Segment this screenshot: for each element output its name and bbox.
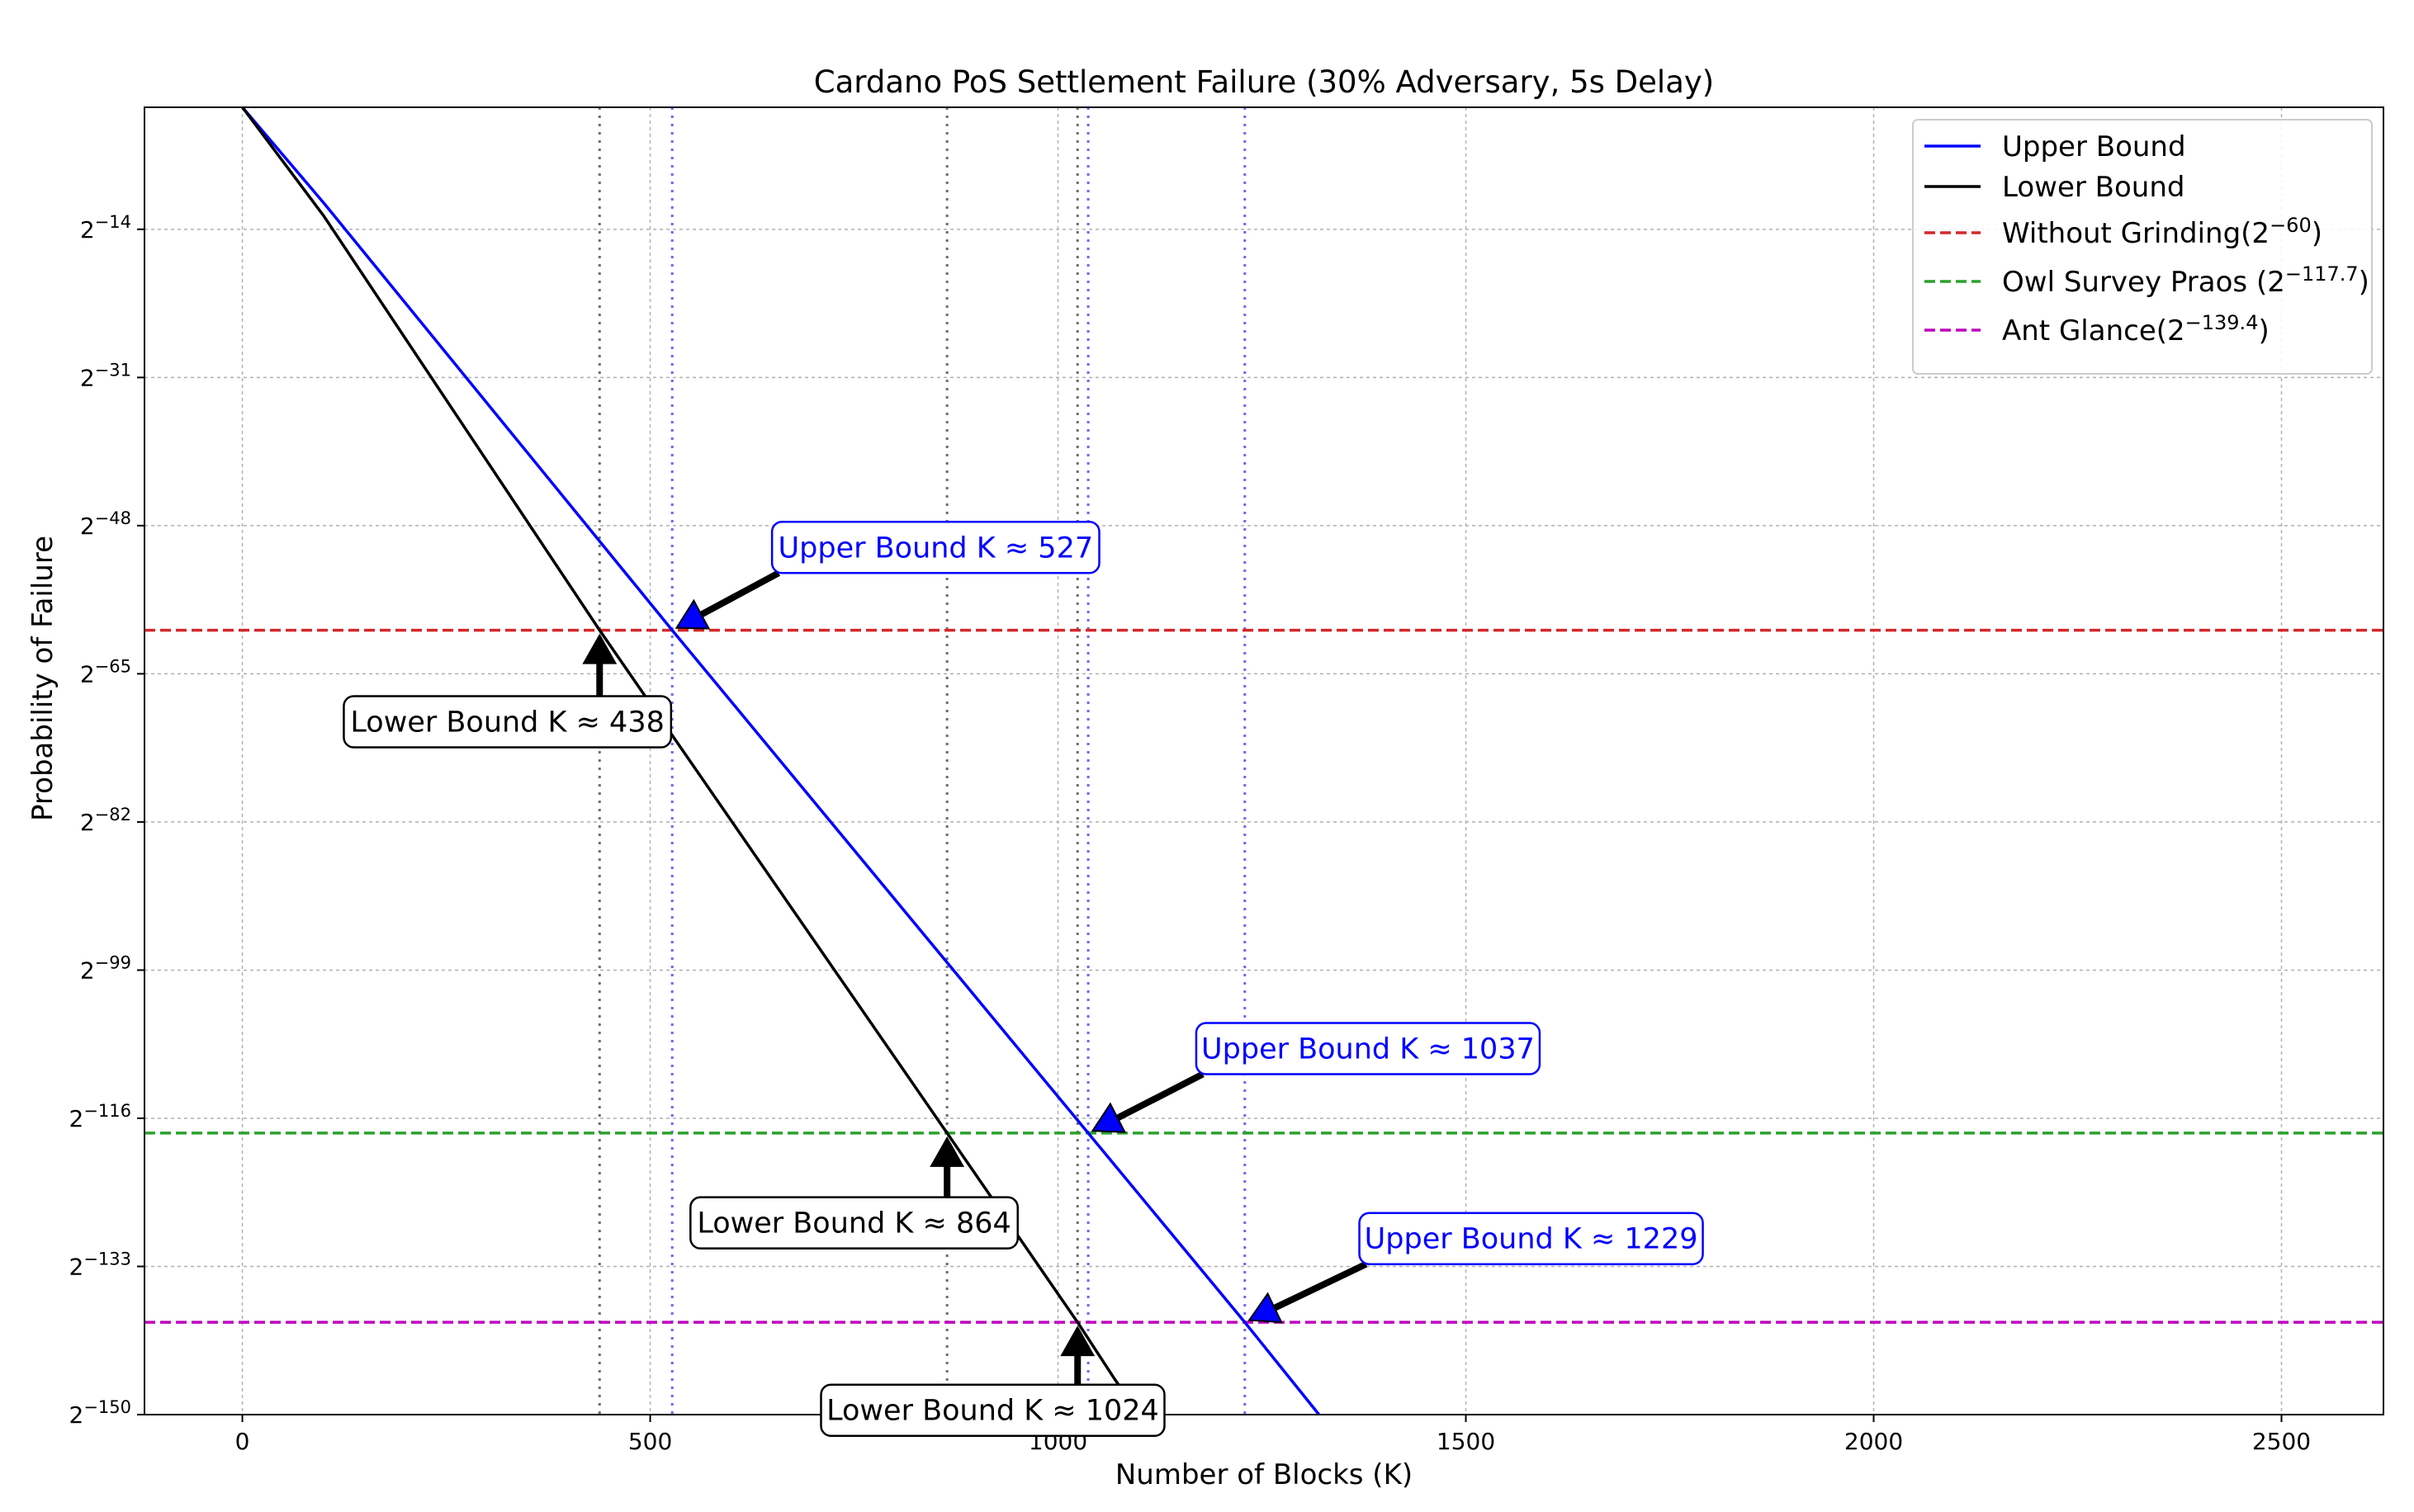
y-tick-label-base: 2 (80, 216, 95, 243)
annotation-box (343, 695, 673, 749)
y-tick-label-exponent: −31 (95, 360, 131, 380)
y-tick-label-base: 2 (80, 957, 95, 984)
annotation-arrow-head (582, 633, 618, 664)
y-axis-label: Probability of Failure (26, 536, 59, 821)
y-tick-label: 2−150 (69, 1397, 131, 1429)
annotation-box (1358, 1212, 1704, 1265)
annotation: Lower Bound K ≈ 1024 (820, 1325, 1166, 1437)
series-line (241, 107, 1321, 1415)
legend-label-name: Without Grinding(2 (2002, 217, 2270, 250)
y-tick-label: 2−31 (80, 360, 131, 391)
annotation-arrow-shaft (1115, 1070, 1205, 1122)
y-tick-label-exponent: −99 (95, 952, 131, 972)
y-tick-label-base: 2 (69, 1105, 83, 1132)
legend-label-close: ) (2258, 314, 2269, 347)
series-line (241, 107, 1141, 1415)
annotation-arrow-shaft (1273, 1261, 1368, 1311)
annotation-box (689, 1196, 1019, 1250)
y-tick-label-exponent: −150 (83, 1397, 131, 1417)
annotation-label: Lower Bound K ≈ 438 (350, 706, 664, 739)
y-tick-label: 2−116 (69, 1101, 131, 1132)
chart-title: Cardano PoS Settlement Failure (30% Adve… (814, 64, 1714, 100)
y-tick-label-exponent: −116 (83, 1101, 131, 1121)
annotation-arrow-head (930, 1136, 965, 1167)
annotation: Upper Bound K ≈ 527 (674, 521, 1100, 630)
y-tick-label-exponent: −65 (95, 656, 131, 676)
annotation-label: Lower Bound K ≈ 1024 (826, 1395, 1159, 1428)
annotation: Upper Bound K ≈ 1037 (1091, 1022, 1541, 1133)
legend-label: Ant Glance(2−139.4) (2002, 311, 2270, 347)
annotation-arrow-head (1060, 1325, 1096, 1357)
y-tick-label-base: 2 (80, 513, 95, 540)
legend-label-close: ) (2312, 217, 2322, 250)
y-tick-label-exponent: −82 (95, 805, 131, 825)
legend-label-exponent: −60 (2270, 214, 2312, 237)
x-axis-label: Number of Blocks (K) (1115, 1458, 1413, 1491)
x-tick-label: 2000 (1844, 1428, 1903, 1455)
annotation-arrow-shaft (699, 569, 781, 618)
legend-label: Owl Survey Praos (2−117.7) (2002, 262, 2369, 299)
annotation-box (770, 521, 1100, 574)
annotation-box (820, 1383, 1166, 1437)
annotation-arrow-head (1247, 1292, 1283, 1324)
y-tick-label: 2−14 (80, 212, 131, 243)
annotation-label: Lower Bound K ≈ 864 (697, 1207, 1011, 1240)
annotation-label: Upper Bound K ≈ 1229 (1365, 1223, 1698, 1256)
annotation-box (1195, 1022, 1541, 1075)
y-tick-label-base: 2 (69, 1401, 83, 1429)
annotation-arrow-head (1091, 1102, 1127, 1133)
legend-label-exponent: −117.7 (2285, 262, 2359, 286)
annotation-arrow-head (674, 598, 711, 630)
y-tick-label: 2−48 (80, 508, 131, 540)
y-tick-label-exponent: −14 (95, 212, 131, 232)
y-tick-label: 2−65 (80, 656, 131, 687)
legend-label: Upper Bound (2002, 130, 2186, 163)
legend-label-close: ) (2359, 266, 2369, 299)
legend-label-name: Owl Survey Praos (2 (2002, 266, 2285, 299)
x-tick-label: 0 (235, 1428, 250, 1455)
annotation-label: Upper Bound K ≈ 527 (779, 532, 1094, 565)
y-tick-label-base: 2 (80, 809, 95, 836)
y-tick-label: 2−133 (69, 1249, 131, 1280)
annotation: Lower Bound K ≈ 864 (689, 1136, 1019, 1250)
legend-label: Lower Bound (2002, 171, 2184, 204)
y-tick-label-exponent: −133 (83, 1249, 131, 1269)
y-tick-label-base: 2 (80, 660, 95, 687)
annotation: Lower Bound K ≈ 438 (343, 633, 673, 749)
plot-frame (144, 106, 2384, 1415)
legend-label-exponent: −139.4 (2185, 311, 2259, 334)
annotation-label: Upper Bound K ≈ 1037 (1201, 1032, 1535, 1065)
legend-label-name: Ant Glance(2 (2002, 314, 2185, 347)
y-tick-label: 2−82 (80, 805, 131, 836)
legend-label: Without Grinding(2−60) (2002, 214, 2322, 250)
y-tick-label-base: 2 (80, 364, 95, 391)
legend-box (1912, 119, 2373, 375)
y-tick-label: 2−99 (80, 952, 131, 984)
y-tick-label-exponent: −48 (95, 508, 131, 528)
annotation: Upper Bound K ≈ 1229 (1247, 1212, 1704, 1324)
y-tick-label-base: 2 (69, 1253, 83, 1280)
x-tick-label: 2500 (2252, 1428, 2311, 1455)
x-tick-label: 1500 (1437, 1428, 1495, 1455)
x-tick-label: 500 (628, 1428, 672, 1455)
